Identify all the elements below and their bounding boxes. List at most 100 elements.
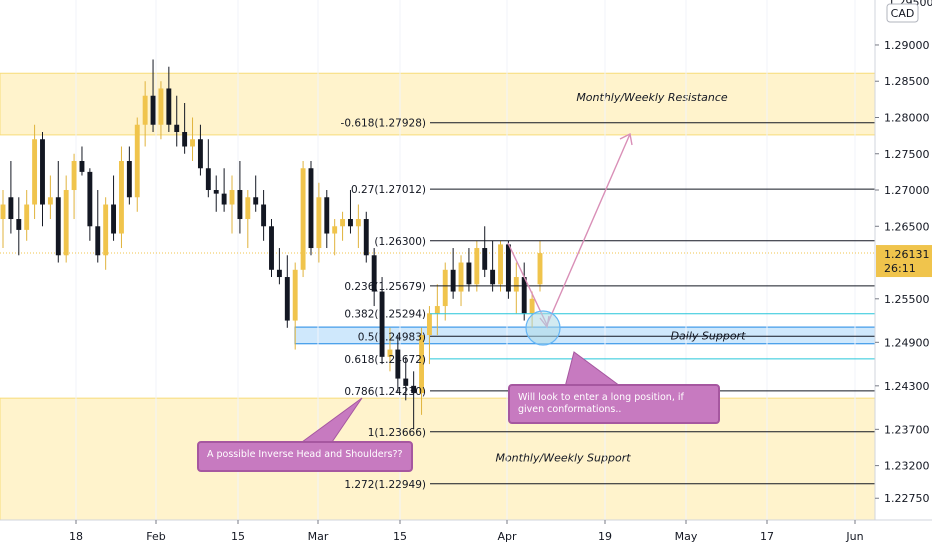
candle-body xyxy=(458,262,464,292)
fib-levels-layer: -0.618(1.27928) 0.27(1.27012) (1.26300) 0.2… xyxy=(341,118,875,491)
candle-36 xyxy=(284,255,290,328)
candle-51 xyxy=(403,356,409,401)
candle-0 xyxy=(0,190,6,249)
candle-20 xyxy=(158,81,164,140)
candle-body xyxy=(79,161,85,172)
candle-body xyxy=(63,190,69,256)
countdown-value: 26:11 xyxy=(884,262,916,275)
time-tick-label: 15 xyxy=(393,530,407,543)
time-tick-label: May xyxy=(675,530,698,543)
candle-16 xyxy=(126,146,132,205)
candle-body xyxy=(513,277,519,292)
candle-4 xyxy=(32,124,38,220)
candle-body xyxy=(269,226,274,270)
fib-label-8: 1(1.23666) xyxy=(368,427,426,439)
candle-body xyxy=(197,139,203,169)
candle-49 xyxy=(387,327,393,372)
candle-58 xyxy=(458,255,464,307)
candle-41 xyxy=(324,190,330,249)
candle-body xyxy=(16,219,22,230)
candle-30 xyxy=(237,161,243,234)
candle-body xyxy=(387,349,393,357)
candle-63 xyxy=(498,240,503,292)
candle-29 xyxy=(229,175,235,234)
candle-body xyxy=(103,204,109,256)
candle-7 xyxy=(55,161,61,263)
candle-10 xyxy=(79,146,85,176)
candle-body xyxy=(237,190,243,220)
candle-body xyxy=(316,197,322,249)
time-tick-label: 15 xyxy=(231,530,245,543)
current-price-value: 1.26131 xyxy=(884,248,930,261)
zone-label-0: Monthly/Weekly Resistance xyxy=(576,91,728,104)
candle-body xyxy=(158,88,164,125)
candle-39 xyxy=(308,161,314,256)
candle-46 xyxy=(363,211,369,263)
fib-label-9: 1.272(1.22949) xyxy=(344,479,426,491)
candle-28 xyxy=(221,168,227,212)
price-tick-label: 1.24900 xyxy=(884,336,930,349)
candle-body xyxy=(426,313,432,336)
fib-label-6: 0.618(1.24672) xyxy=(344,354,426,366)
candle-body xyxy=(371,255,377,292)
time-tick-label: 17 xyxy=(760,530,774,543)
candle-body xyxy=(150,95,156,125)
candle-62 xyxy=(490,240,496,292)
candle-body xyxy=(434,306,440,314)
candle-body xyxy=(126,161,132,198)
candle-45 xyxy=(355,204,361,249)
candle-body xyxy=(119,161,124,234)
candle-40 xyxy=(316,182,322,263)
candle-14 xyxy=(111,175,117,241)
candle-body xyxy=(229,190,235,205)
candle-52 xyxy=(411,371,417,430)
time-tick-label: 18 xyxy=(69,530,83,543)
candle-body xyxy=(284,277,290,321)
candle-body xyxy=(308,168,314,249)
fib-label-5: 0.5(1.24983) xyxy=(358,331,426,343)
candle-33 xyxy=(261,190,267,241)
candle-65 xyxy=(513,262,519,314)
candle-body xyxy=(276,269,282,278)
callout-text-long: Will look to enter a long position, if g… xyxy=(518,392,684,415)
candle-body xyxy=(529,298,535,314)
price-axis[interactable]: 1.295001.290001.285001.280001.275001.270… xyxy=(874,0,932,550)
candle-26 xyxy=(205,139,211,198)
candle-25 xyxy=(197,124,203,176)
candle-body xyxy=(379,291,385,357)
candle-19 xyxy=(150,59,156,132)
candle-body xyxy=(32,139,38,205)
candle-body xyxy=(466,262,472,285)
candle-body xyxy=(213,190,219,194)
price-tick-label: 1.27500 xyxy=(884,148,930,161)
candle-body xyxy=(166,88,172,125)
candle-body xyxy=(442,269,448,307)
candle-body xyxy=(363,219,369,256)
fib-label-4: 0.382(1.25294) xyxy=(344,309,426,321)
price-tick-label: 1.26500 xyxy=(884,220,930,233)
candle-body xyxy=(521,277,527,314)
candle-34 xyxy=(269,219,274,278)
price-tick-label: 1.23700 xyxy=(884,423,930,436)
candle-body xyxy=(182,131,188,147)
candle-body xyxy=(261,204,267,227)
candle-50 xyxy=(395,335,401,394)
price-tick-label: 1.23200 xyxy=(884,460,930,473)
currency-badge-label: CAD xyxy=(891,7,915,20)
candle-43 xyxy=(340,211,346,241)
candle-42 xyxy=(332,219,338,256)
candle-17 xyxy=(134,117,140,212)
zone-1 xyxy=(0,397,876,521)
candle-body xyxy=(0,204,6,220)
long-position-callout: Will look to enter a long position, if g… xyxy=(508,384,720,424)
candle-body xyxy=(505,244,511,292)
candle-body xyxy=(134,124,140,198)
candle-body xyxy=(40,139,45,205)
time-axis[interactable]: 18 Feb 15 Mar 15 Apr 19 May 17 Jun xyxy=(0,519,932,550)
candle-body xyxy=(355,219,361,227)
inverse-head-shoulders-callout: A possible Inverse Head and Shoulders?? xyxy=(197,441,413,472)
candle-9 xyxy=(71,153,77,220)
candle-body xyxy=(142,95,148,125)
candle-body xyxy=(537,253,543,285)
